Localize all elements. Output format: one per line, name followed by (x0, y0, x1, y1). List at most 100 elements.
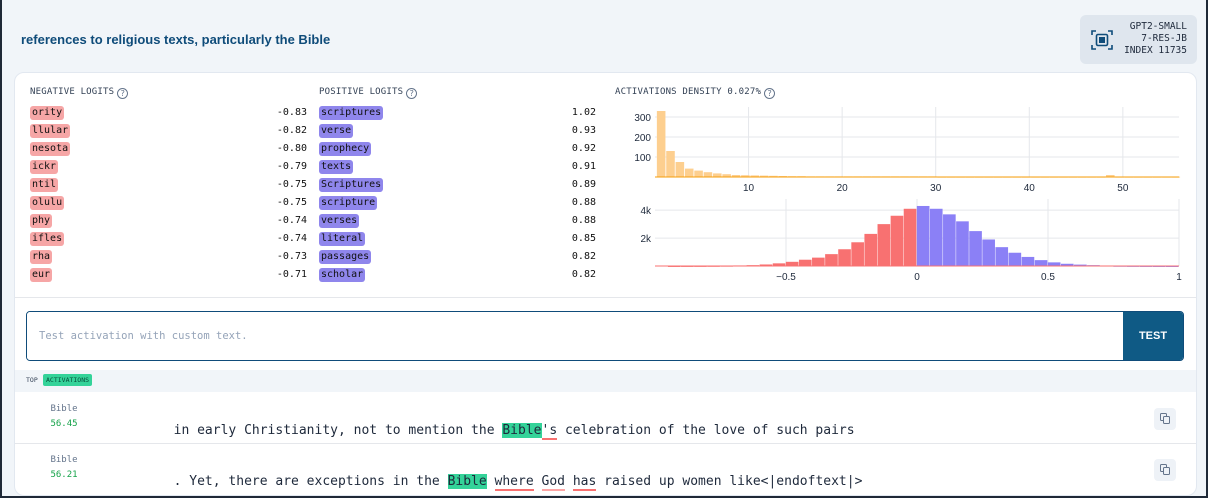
logit-token: ickr (30, 160, 59, 174)
feature-index: INDEX 11735 (1124, 45, 1187, 56)
activated-token: Bible (502, 423, 542, 438)
logit-row: scholar 0.82 (319, 268, 596, 282)
logit-value: 0.82 (571, 269, 596, 280)
histogram-bar (1034, 260, 1048, 266)
x-tick-label: −0.5 (776, 272, 796, 283)
model-info: GPT2-SMALL 7-RES-JB INDEX 11735 (1124, 21, 1187, 57)
logit-row: Scriptures 0.89 (319, 178, 596, 192)
help-icon[interactable]: ? (406, 88, 418, 99)
histogram-bar (703, 172, 713, 177)
density-header: ACTIVATIONS DENSITY 0.027%? (615, 87, 776, 99)
activation-token: Bible (50, 455, 78, 465)
histogram-bar (903, 208, 917, 266)
logit-row: rha -0.73 (30, 250, 307, 264)
histogram-bar (1106, 175, 1115, 177)
logit-token: scripture (319, 196, 378, 210)
top-activations-header: TOP ACTIVATIONS (15, 370, 1196, 392)
logit-value: 0.85 (571, 233, 596, 244)
x-tick-label: 0 (914, 272, 920, 283)
logit-value: 0.93 (571, 125, 596, 136)
logit-value: -0.75 (276, 197, 307, 208)
histogram-bar (982, 239, 995, 266)
logit-token: verses (319, 214, 360, 228)
logit-token: ifles (30, 232, 65, 246)
logit-token: verse (319, 124, 354, 138)
histogram-bar (759, 264, 773, 266)
histogram-bar (877, 224, 891, 266)
logit-row: ifles -0.74 (30, 232, 307, 246)
histogram-bar (741, 175, 750, 177)
logit-row: verse 0.93 (319, 124, 596, 138)
activation-score: 56.45 (50, 419, 78, 429)
activation-row: Bible 56.45 in early Christianity, not t… (15, 393, 1196, 443)
logit-token: scriptures (319, 106, 384, 120)
logit-token: literal (319, 232, 366, 246)
help-icon[interactable]: ? (117, 88, 129, 99)
histogram-bar (772, 263, 786, 266)
negative-logits-label: NEGATIVE LOGITS (30, 87, 115, 97)
histogram-bar (956, 221, 969, 266)
logits-histogram: −0.5 0 0.5 1 2k 4k (640, 199, 1182, 283)
logit-value: -0.80 (276, 143, 307, 154)
histogram-bar (694, 170, 703, 177)
activated-token: Bible (447, 474, 487, 489)
text-segment: in early Christianity, not to mention th… (173, 423, 503, 438)
logit-value: 0.82 (571, 251, 596, 262)
logit-row: ickr -0.79 (30, 160, 307, 174)
logit-value: -0.79 (276, 161, 307, 172)
logit-token: scholar (319, 268, 366, 282)
logit-value: -0.73 (276, 251, 307, 262)
x-tick-label: 40 (1024, 183, 1036, 194)
logit-value: 1.02 (571, 107, 596, 118)
logit-row: ntil -0.75 (30, 178, 307, 192)
histogram-bar (995, 247, 1009, 266)
logit-token: olulu (30, 196, 65, 210)
logit-token: Scriptures (319, 178, 384, 192)
activation-score: 56.21 (50, 470, 78, 480)
text-segment: God (541, 474, 565, 491)
x-tick-label: 0.5 (1041, 272, 1055, 283)
activation-text: in early Christianity, not to mention th… (111, 408, 855, 453)
histogram-bar (864, 233, 878, 266)
copy-icon (1163, 416, 1170, 424)
histogram-bar (1008, 252, 1022, 266)
model-badge[interactable]: GPT2-SMALL 7-RES-JB INDEX 11735 (1080, 15, 1197, 64)
test-activation-input[interactable] (27, 312, 1124, 360)
y-tick-label: 4k (640, 206, 652, 217)
text-segment: raised up women like<|endoftext|> (596, 474, 863, 489)
logit-row: olulu -0.75 (30, 196, 307, 210)
y-tick-label: 200 (634, 133, 651, 144)
logit-row: eur -0.71 (30, 268, 307, 282)
logit-value: 0.88 (571, 215, 596, 226)
copy-button[interactable] (1154, 408, 1176, 430)
histogram-bar (1060, 263, 1074, 266)
histogram-bar (656, 111, 666, 177)
activations-histogram: 10 20 30 40 50 100 200 300 (634, 107, 1181, 194)
y-tick-label: 300 (634, 113, 651, 124)
text-segment: 's (541, 423, 558, 440)
help-icon[interactable]: ? (764, 88, 776, 99)
logit-token: ority (30, 106, 65, 120)
histogram-bar (731, 175, 741, 177)
logit-token: phy (30, 214, 53, 228)
top-label: TOP (26, 376, 38, 384)
model-layer: 7-RES-JB (1141, 33, 1187, 44)
histogram-bar (851, 242, 864, 266)
histogram-bar (838, 249, 851, 266)
activation-token: Bible (50, 404, 78, 414)
histogram-bar (929, 208, 943, 266)
histogram-bar (769, 175, 778, 177)
logit-value: -0.71 (276, 269, 307, 280)
histogram-bar (666, 151, 675, 177)
y-tick-label: 100 (634, 153, 651, 164)
histogram-bar (750, 175, 759, 177)
copy-button[interactable] (1154, 459, 1176, 481)
histogram-bar (825, 254, 838, 266)
logit-token: ntil (30, 178, 59, 192)
test-button[interactable]: TEST (1123, 312, 1183, 360)
logit-row: phy -0.74 (30, 214, 307, 228)
text-segment: . Yet, there are exceptions in the (173, 474, 448, 489)
histogram-bar (675, 162, 685, 177)
histogram-bar (969, 231, 982, 266)
activation-text: . Yet, there are exceptions in the Bible… (111, 459, 863, 495)
